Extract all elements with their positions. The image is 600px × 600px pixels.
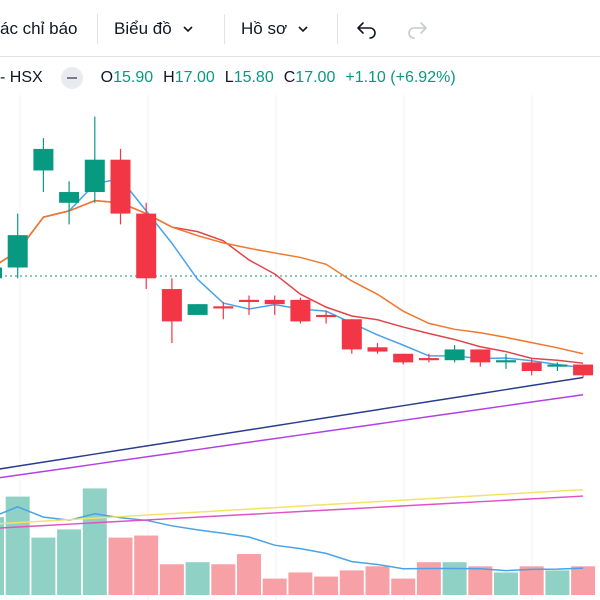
indicators-button[interactable]: ác chỉ báo <box>0 14 78 44</box>
candle-body <box>521 362 542 371</box>
ma-purple-line <box>0 393 584 479</box>
volume-bar <box>391 578 416 595</box>
candle-body <box>573 364 594 376</box>
volume-bar <box>159 564 184 595</box>
volume-bar <box>134 535 159 595</box>
volume-ma-line <box>0 506 584 572</box>
price-chart[interactable] <box>0 95 600 600</box>
volume-bar <box>416 562 441 595</box>
volume-bar <box>31 537 56 595</box>
candle-body <box>470 349 491 363</box>
volume-bar <box>339 570 364 595</box>
chart-type-dropdown[interactable]: Biểu đồ <box>114 14 194 44</box>
volume-bar <box>0 517 4 595</box>
volume-bar <box>365 566 390 595</box>
chevron-down-icon <box>183 26 193 33</box>
ma-long-line <box>0 199 584 355</box>
volume-bar <box>519 566 544 595</box>
candle-body <box>444 349 465 361</box>
chevron-down-icon <box>298 26 308 33</box>
volume-bar <box>211 564 236 595</box>
candle-body <box>496 360 516 363</box>
low-value: 15.80 <box>233 69 274 86</box>
candle-body <box>367 347 388 352</box>
candle-body <box>136 213 157 279</box>
change-value: +1.10 (+6.92%) <box>345 69 456 86</box>
volume-bar <box>5 496 30 595</box>
volume-bar <box>442 562 467 595</box>
candle-body <box>0 267 2 279</box>
ohlc-values: O15.90 H17.00 L15.80 C17.00 <box>101 69 336 87</box>
profile-dropdown[interactable]: Hồ sơ <box>241 14 309 44</box>
undo-icon[interactable] <box>354 16 380 42</box>
candle-body <box>393 353 414 363</box>
high-key: H <box>163 69 175 86</box>
volume-bar <box>468 566 493 595</box>
volume-bar <box>237 554 261 595</box>
toolbar-divider <box>224 14 225 44</box>
toolbar-divider <box>337 14 338 44</box>
volume-bar <box>185 562 210 595</box>
candle-body <box>7 235 28 268</box>
close-value: 17.00 <box>295 69 336 86</box>
high-value: 17.00 <box>174 69 215 86</box>
candle-body <box>84 159 105 193</box>
open-key: O <box>100 69 114 86</box>
candle-body <box>264 299 285 305</box>
top-toolbar: ác chỉ báo Biểu đồ Hồ sơ <box>0 0 600 57</box>
candle-body <box>239 299 259 302</box>
ma-yellow-line <box>0 488 584 525</box>
low-key: L <box>224 69 234 86</box>
volume-bar <box>57 529 82 595</box>
candle-body <box>547 364 568 367</box>
open-value: 15.90 <box>113 69 154 86</box>
candle-body <box>418 358 439 361</box>
candle-body <box>59 192 80 203</box>
redo-icon[interactable] <box>404 16 430 42</box>
volume-bar <box>262 578 287 595</box>
toolbar-divider <box>97 14 98 44</box>
volume-bar <box>314 576 339 595</box>
symbol-legend: - HSX O15.90 H17.00 L15.80 C17.00 +1.10 … <box>0 64 600 92</box>
ma-magenta-line <box>0 495 584 529</box>
collapse-legend-button[interactable] <box>60 67 83 89</box>
volume-bar <box>494 572 518 595</box>
chart-type-label: Biểu đồ <box>114 19 172 38</box>
volume-bar <box>288 572 313 595</box>
candle-body <box>33 148 54 171</box>
candle-body <box>290 299 311 322</box>
candle-body <box>213 306 234 309</box>
candle-body <box>110 159 131 214</box>
volume-bar <box>82 488 107 595</box>
volume-bar <box>571 566 596 595</box>
ma-medium-line <box>0 199 584 364</box>
candle-body <box>316 314 337 318</box>
indicators-label: ác chỉ báo <box>0 19 78 38</box>
candle-body <box>187 304 208 315</box>
ma-short-line <box>0 177 584 369</box>
candle-body <box>341 319 362 350</box>
volume-bar <box>545 570 570 595</box>
symbol-name[interactable]: - HSX <box>0 69 43 86</box>
close-key: C <box>283 69 296 86</box>
volume-bar <box>108 537 133 595</box>
ma-navy-line <box>0 376 584 470</box>
candle-body <box>161 289 182 322</box>
profile-label: Hồ sơ <box>241 19 288 38</box>
